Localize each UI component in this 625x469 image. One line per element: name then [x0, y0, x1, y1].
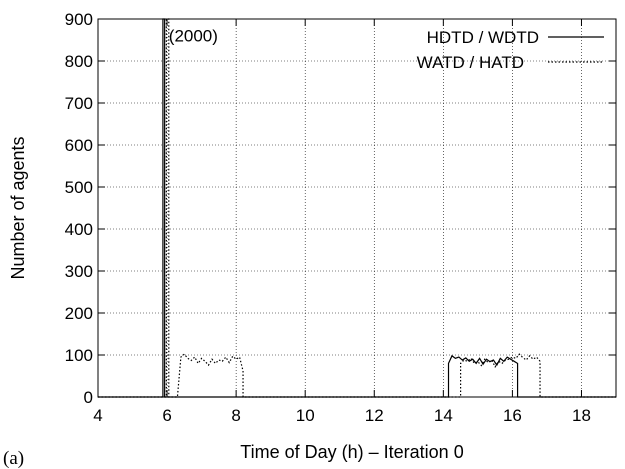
- series-layer: [98, 18, 616, 398]
- y-tick-label: 800: [65, 52, 93, 71]
- x-tick-label: 4: [93, 406, 102, 425]
- legend-label-hdtd-wdtd: HDTD / WDTD: [427, 28, 539, 47]
- legend: HDTD / WDTD WATD / HATD: [417, 28, 604, 72]
- y-axis-title: Number of agents: [8, 136, 28, 279]
- y-tick-label: 0: [84, 388, 93, 407]
- plot-frame: [97, 18, 617, 398]
- annotation-2000: (2000): [169, 26, 218, 45]
- x-tick-label: 16: [503, 406, 522, 425]
- y-tick-label: 100: [65, 346, 93, 365]
- x-tick-label: 18: [572, 406, 591, 425]
- x-tick-label: 12: [365, 406, 384, 425]
- y-tick-label: 600: [65, 136, 93, 155]
- x-tick-label: 8: [231, 406, 240, 425]
- legend-label-watd-hatd: WATD / HATD: [417, 53, 524, 72]
- y-tick-label: 400: [65, 220, 93, 239]
- ticks: 4 6 8 10 12 14 16 18 0 100 200 300 400 500 600 700 800 90…: [65, 10, 616, 425]
- grid: [98, 19, 616, 397]
- y-tick-label: 900: [65, 10, 93, 29]
- y-tick-label: 500: [65, 178, 93, 197]
- x-tick-label: 10: [296, 406, 315, 425]
- x-tick-label: 6: [162, 406, 171, 425]
- series-line-hdtd-wdtd: [98, 18, 616, 398]
- y-tick-label: 300: [65, 262, 93, 281]
- x-tick-label: 14: [434, 406, 453, 425]
- series-line-watd-hatd: [98, 18, 616, 398]
- y-tick-label: 200: [65, 304, 93, 323]
- panel-label: (a): [3, 448, 24, 469]
- y-tick-label: 700: [65, 94, 93, 113]
- x-axis-title: Time of Day (h) – Iteration 0: [240, 442, 463, 462]
